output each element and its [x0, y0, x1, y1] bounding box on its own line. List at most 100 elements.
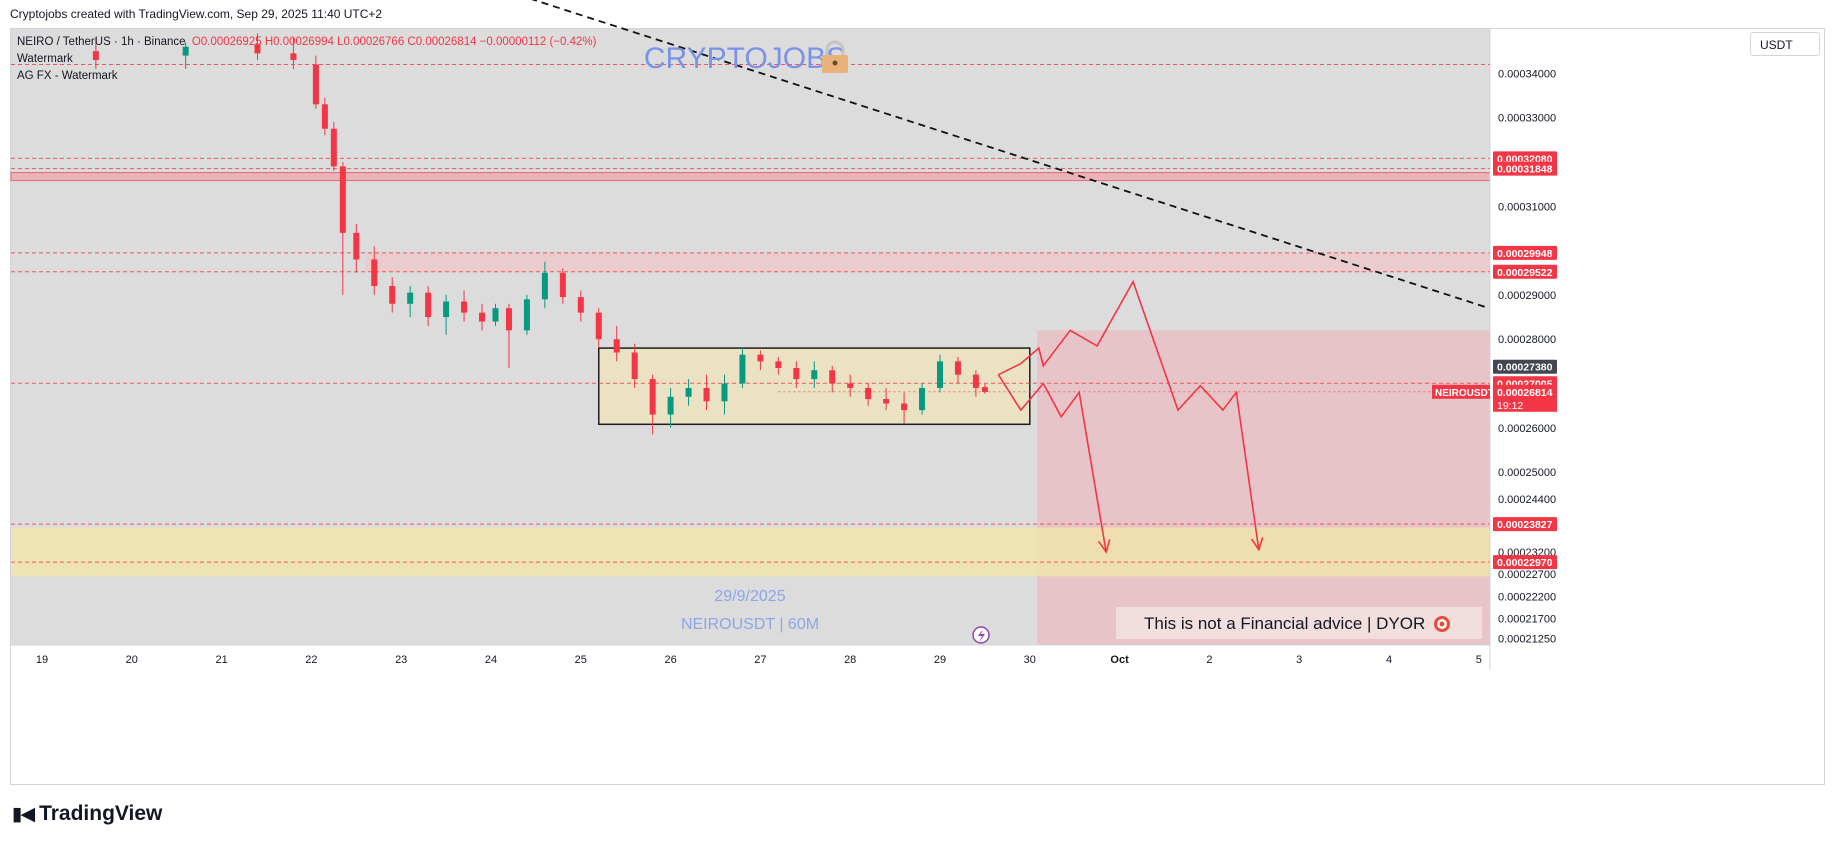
candle-body-11[interactable] [407, 292, 414, 304]
candle-body-28[interactable] [703, 387, 710, 402]
x-tick-23: 23 [395, 654, 407, 666]
tradingview-logo-icon: ▮◀ [12, 803, 35, 825]
candle-body-34[interactable] [811, 370, 818, 380]
candle-body-17[interactable] [505, 308, 512, 331]
candle-body-20[interactable] [559, 272, 566, 298]
projection-path-bullish-then-drop[interactable] [998, 279, 1260, 550]
resistance-zone[interactable] [10, 172, 1491, 182]
candle-body-2[interactable] [254, 44, 261, 54]
lock-icon-shackle [825, 40, 845, 55]
price-label-7: 0.00022970 [1497, 557, 1553, 569]
x-tick-27: 27 [754, 654, 766, 666]
legend-watermark[interactable]: Watermark [17, 53, 73, 65]
x-tick-30: 30 [1024, 654, 1036, 666]
candle-body-36[interactable] [847, 383, 854, 388]
price-label-box-7[interactable] [1493, 555, 1557, 570]
candle-body-35[interactable] [829, 370, 836, 384]
date-label: 29/9/2025 [714, 588, 785, 605]
candle-body-6[interactable] [330, 128, 337, 167]
candle-body-37[interactable] [865, 387, 872, 400]
lock-icon-keyhole [832, 60, 838, 66]
candle-body-39[interactable] [901, 403, 908, 411]
x-tick-22: 22 [305, 654, 317, 666]
x-tick-28: 28 [844, 654, 856, 666]
x-tick-26: 26 [664, 654, 676, 666]
price-label-box-3[interactable] [1493, 264, 1557, 279]
resistance-zone-2[interactable] [365, 252, 1490, 272]
candle-body-44[interactable] [981, 387, 988, 392]
legend-ag-fx[interactable]: AG FX - Watermark [17, 70, 118, 82]
candle-body-32[interactable] [775, 361, 782, 369]
lightning-icon[interactable] [972, 626, 990, 644]
target-icon-center [1439, 621, 1445, 627]
candle-body-26[interactable] [667, 396, 674, 415]
candle-body-18[interactable] [523, 299, 530, 331]
candle-body-8[interactable] [353, 232, 360, 260]
projection-path-drop[interactable] [997, 374, 1107, 553]
descending-trendline[interactable] [473, 0, 1489, 309]
legend-ohlc: O0.00026925 H0.00026994 L0.00026766 C0.0… [191, 36, 597, 48]
price-label-2: 0.00029948 [1497, 248, 1553, 260]
candle-body-4[interactable] [312, 64, 319, 105]
y-tick-0: 0.00034000 [1498, 68, 1556, 80]
symbol-tag: NEIROUSDT [1435, 388, 1494, 399]
candle-body-38[interactable] [883, 399, 890, 404]
bar-countdown: 19:12 [1497, 400, 1523, 412]
chart-legend: NEIRO / TetherUS · 1h · Binance O0.00026… [17, 34, 596, 85]
y-tick-10: 0.00022200 [1498, 591, 1556, 603]
last-price-box[interactable] [1493, 384, 1557, 412]
candle-body-10[interactable] [389, 286, 396, 304]
candle-body-41[interactable] [937, 361, 943, 388]
y-tick-4: 0.00028000 [1498, 334, 1556, 346]
candle-body-22[interactable] [595, 312, 602, 340]
symbol-tag-box[interactable] [1432, 384, 1490, 399]
candle-body-43[interactable] [972, 374, 979, 388]
projection-area[interactable] [1036, 330, 1490, 645]
disclaimer-box [1116, 607, 1482, 639]
price-label-box-6[interactable] [1493, 517, 1557, 532]
chart-frame[interactable] [10, 28, 1825, 785]
candle-body-23[interactable] [613, 339, 620, 353]
x-tick-25: 25 [575, 654, 587, 666]
currency-button[interactable]: USDT [1750, 32, 1820, 56]
candle-body-24[interactable] [631, 352, 638, 380]
x-tick-2: 2 [1206, 654, 1212, 666]
candle-body-42[interactable] [954, 361, 961, 375]
legend-symbol[interactable]: NEIRO / TetherUS · 1h · Binance [17, 36, 186, 48]
candle-body-33[interactable] [793, 368, 800, 380]
candle-body-3[interactable] [290, 53, 297, 61]
y-tick-5: 0.00026000 [1498, 423, 1556, 435]
candle-body-25[interactable] [649, 379, 656, 415]
candle-body-5[interactable] [321, 104, 328, 129]
tradingview-logo[interactable]: ▮◀ TradingView [12, 802, 162, 826]
x-tick-5: 5 [1476, 654, 1482, 666]
candle-body-14[interactable] [461, 301, 468, 313]
y-tick-12: 0.00021250 [1498, 633, 1556, 645]
chart-credit: Cryptojobs created with TradingView.com,… [10, 7, 383, 21]
candle-body-27[interactable] [685, 387, 692, 397]
x-tick-29: 29 [934, 654, 946, 666]
price-label-box-2[interactable] [1493, 245, 1557, 260]
candle-body-1[interactable] [182, 46, 189, 56]
price-label-box-4[interactable] [1493, 359, 1557, 374]
candle-body-19[interactable] [541, 272, 548, 300]
candle-body-12[interactable] [425, 292, 432, 318]
candle-body-15[interactable] [479, 312, 486, 322]
candle-body-21[interactable] [577, 297, 584, 313]
price-label-1: 0.00031848 [1497, 164, 1553, 176]
y-tick-1: 0.00033000 [1498, 113, 1556, 125]
candle-body-7[interactable] [339, 166, 346, 233]
price-label-box-1[interactable] [1493, 161, 1557, 176]
candle-body-31[interactable] [757, 354, 764, 362]
candle-body-13[interactable] [443, 301, 450, 318]
candle-body-29[interactable] [721, 383, 728, 402]
candle-body-40[interactable] [919, 387, 926, 411]
candle-body-0[interactable] [92, 51, 99, 61]
y-tick-7: 0.00024400 [1498, 494, 1556, 506]
x-tick-19: 19 [36, 654, 48, 666]
candle-body-30[interactable] [739, 354, 746, 384]
price-chart[interactable]: CRYPTOJOBS 29/9/2025 NEIROUSDT | 60M This i… [0, 0, 1835, 785]
candle-body-9[interactable] [371, 259, 378, 287]
candle-body-16[interactable] [492, 308, 499, 322]
demand-zone[interactable] [11, 527, 1490, 577]
